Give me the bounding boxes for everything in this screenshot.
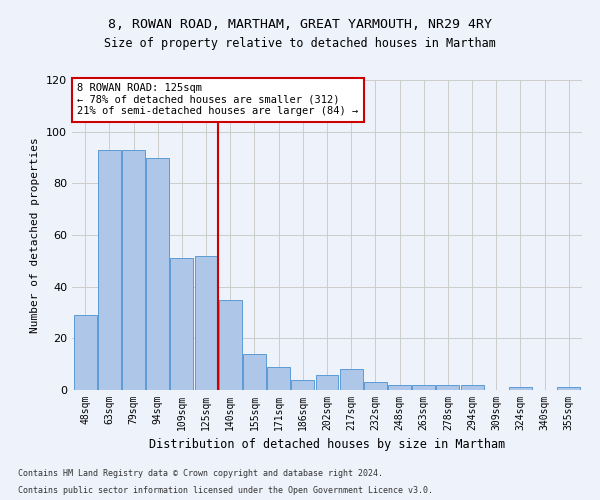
Text: Size of property relative to detached houses in Martham: Size of property relative to detached ho… — [104, 38, 496, 51]
Bar — [292, 380, 314, 390]
Bar — [316, 374, 338, 390]
Bar — [509, 388, 532, 390]
Text: Contains public sector information licensed under the Open Government Licence v3: Contains public sector information licen… — [18, 486, 433, 495]
X-axis label: Distribution of detached houses by size in Martham: Distribution of detached houses by size … — [149, 438, 505, 452]
Bar — [436, 385, 460, 390]
Y-axis label: Number of detached properties: Number of detached properties — [31, 137, 40, 333]
Bar — [98, 150, 121, 390]
Bar — [243, 354, 266, 390]
Bar — [340, 370, 362, 390]
Text: Contains HM Land Registry data © Crown copyright and database right 2024.: Contains HM Land Registry data © Crown c… — [18, 468, 383, 477]
Bar — [364, 382, 387, 390]
Bar — [388, 385, 411, 390]
Bar — [146, 158, 169, 390]
Bar — [194, 256, 218, 390]
Text: 8 ROWAN ROAD: 125sqm
← 78% of detached houses are smaller (312)
21% of semi-deta: 8 ROWAN ROAD: 125sqm ← 78% of detached h… — [77, 83, 358, 116]
Bar — [412, 385, 435, 390]
Bar — [74, 315, 97, 390]
Bar — [122, 150, 145, 390]
Bar — [557, 388, 580, 390]
Bar — [170, 258, 193, 390]
Bar — [219, 300, 242, 390]
Text: 8, ROWAN ROAD, MARTHAM, GREAT YARMOUTH, NR29 4RY: 8, ROWAN ROAD, MARTHAM, GREAT YARMOUTH, … — [108, 18, 492, 30]
Bar — [267, 367, 290, 390]
Bar — [461, 385, 484, 390]
